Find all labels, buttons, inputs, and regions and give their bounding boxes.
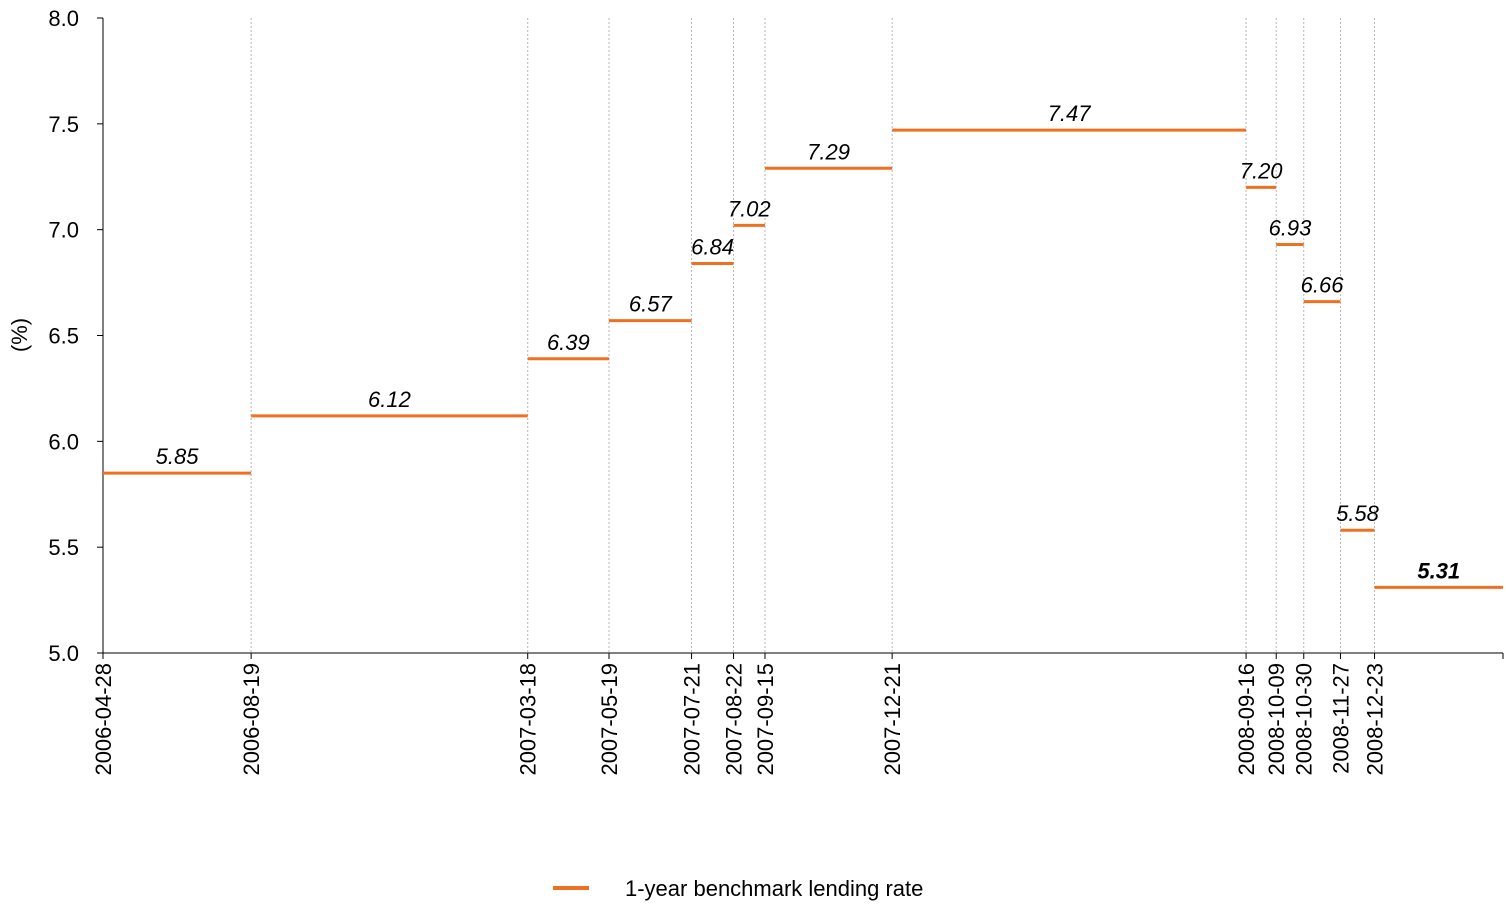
x-tick-label: 2007-03-18 (516, 663, 541, 776)
axes (102, 18, 1503, 654)
x-tick-label: 2006-04-28 (91, 663, 116, 776)
y-ticks: 5.0 5.5 6.0 6.5 7.0 7.5 8.0 (48, 6, 103, 666)
x-tick-label: 2007-12-21 (880, 663, 905, 776)
data-label: 5.85 (156, 444, 200, 469)
data-label: 5.58 (1336, 501, 1380, 526)
x-tick-label: 2007-07-21 (680, 663, 705, 776)
y-tick-label: 6.5 (48, 324, 79, 349)
y-tick-label: 8.0 (48, 6, 79, 31)
x-tick-label: 2008-09-16 (1234, 663, 1259, 776)
y-tick-label: 5.5 (48, 535, 79, 560)
x-tick-label: 2008-12-23 (1363, 663, 1388, 776)
y-tick-label: 7.5 (48, 112, 79, 137)
data-label: 6.12 (368, 387, 411, 412)
vertical-grid (250, 18, 1376, 653)
x-tick-label: 2008-11-27 (1328, 663, 1353, 774)
y-tick-label: 6.0 (48, 429, 79, 454)
data-label: 6.39 (547, 330, 590, 355)
data-label: 6.57 (629, 292, 673, 317)
x-ticks: 2006-04-28 2006-08-19 2007-03-18 2007-05-19… (91, 653, 1504, 776)
x-tick-label: 2008-10-30 (1292, 663, 1317, 776)
x-tick-label: 2006-08-19 (239, 663, 264, 776)
data-label: 7.29 (807, 139, 850, 164)
data-labels: 5.85 6.12 6.39 6.57 6.84 7.02 7.29 7.47 7.20 6.93… (156, 101, 1461, 583)
data-label: 6.84 (691, 235, 734, 260)
data-label: 6.93 (1269, 215, 1313, 240)
data-label: 7.47 (1048, 101, 1092, 126)
x-tick-label: 2007-09-15 (753, 663, 778, 776)
y-tick-label: 5.0 (48, 641, 79, 666)
data-label: 7.02 (728, 196, 771, 221)
data-label: 6.66 (1301, 273, 1345, 298)
data-label: 5.31 (1417, 558, 1460, 583)
data-label: 7.20 (1240, 158, 1284, 183)
series-steps (103, 128, 1503, 589)
y-tick-label: 7.0 (48, 218, 79, 243)
x-tick-label: 2007-08-22 (722, 663, 747, 776)
legend-label: 1-year benchmark lending rate (625, 876, 923, 901)
x-tick-label: 2008-10-09 (1264, 663, 1289, 776)
legend: 1-year benchmark lending rate (553, 876, 923, 901)
x-tick-label: 2007-05-19 (597, 663, 622, 776)
y-axis-label: (%) (7, 318, 32, 352)
